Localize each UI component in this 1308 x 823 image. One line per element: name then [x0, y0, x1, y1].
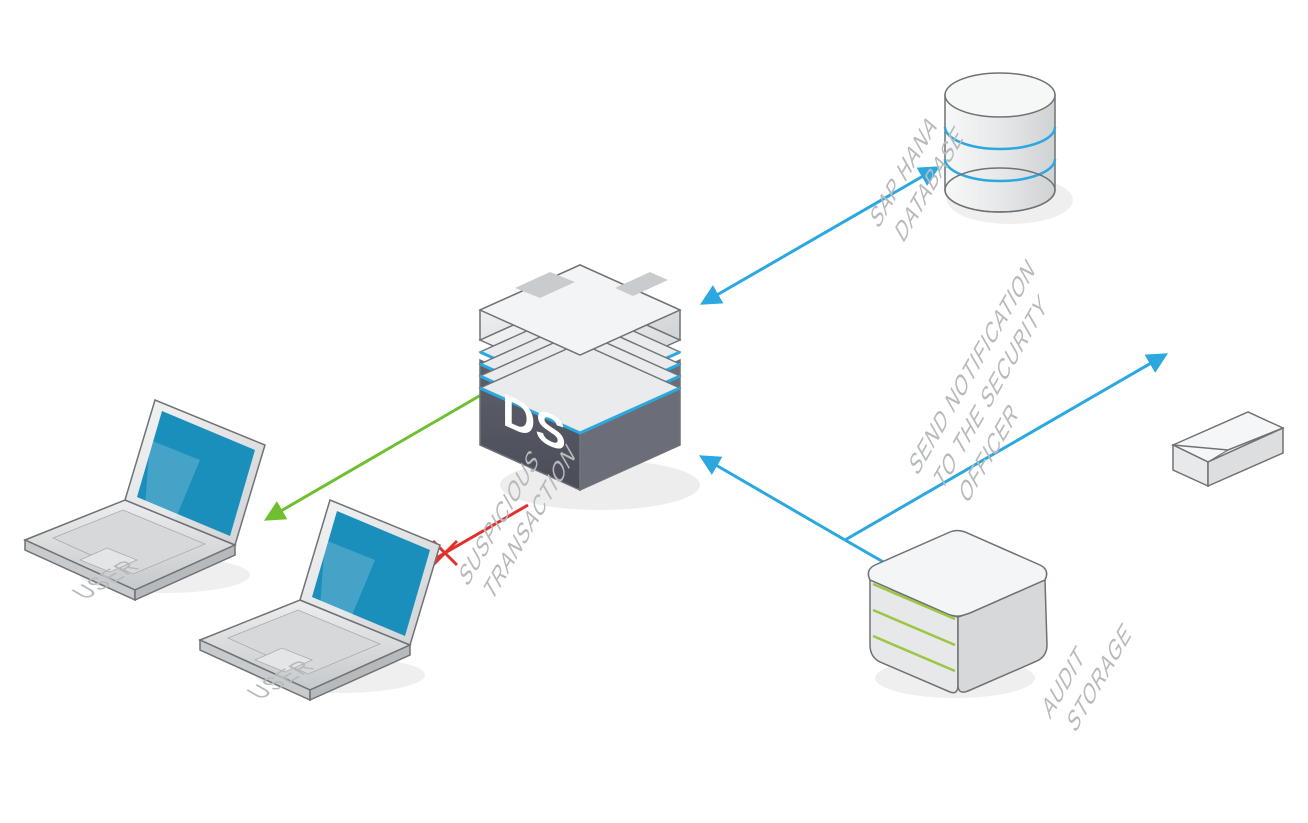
architecture-diagram: DS USER USER SUSPICIOUS TRANSACTION SAP …	[0, 0, 1308, 823]
mail-icon	[1173, 412, 1283, 486]
audit-storage-icon	[868, 531, 1047, 699]
edge-server-trunk	[702, 457, 845, 540]
edge-user1-server	[267, 384, 500, 519]
